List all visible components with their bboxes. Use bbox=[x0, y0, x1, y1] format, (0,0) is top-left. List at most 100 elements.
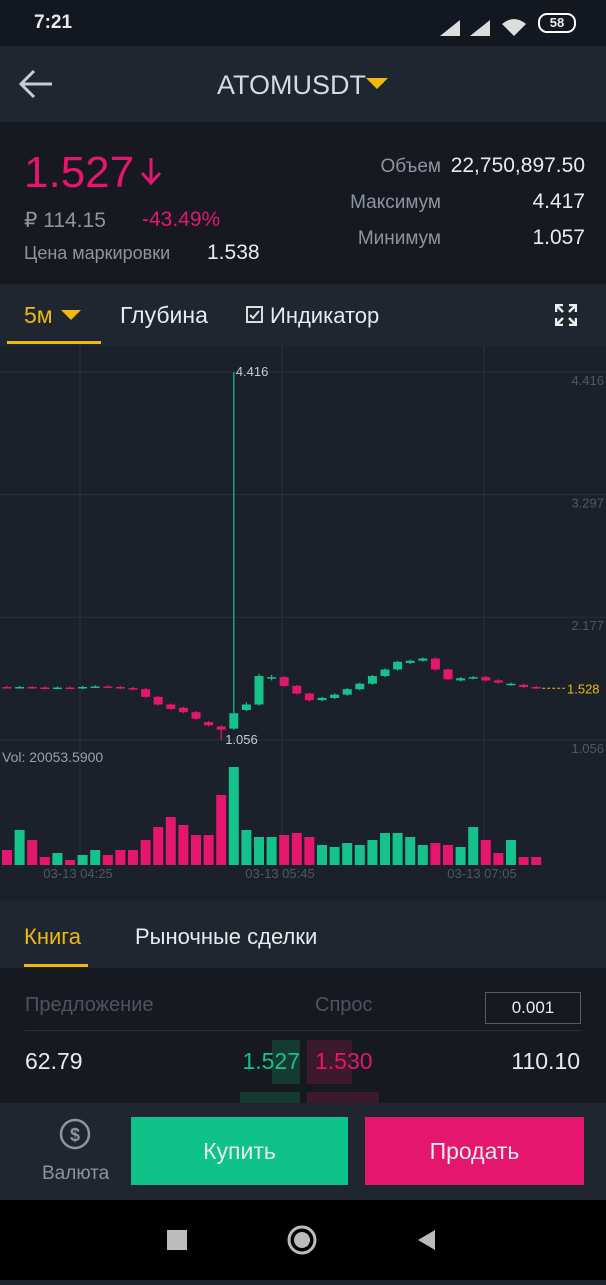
book-cell: 110.10 bbox=[511, 1048, 580, 1074]
order-book: Предложение Спрос 0.001 62.79 1.527 1.530 1… bbox=[0, 968, 606, 1126]
back-button[interactable] bbox=[18, 68, 54, 100]
signal-icons bbox=[440, 19, 526, 36]
low: 1.057 bbox=[532, 226, 585, 249]
volume-bar bbox=[153, 827, 164, 865]
volume-bar bbox=[493, 853, 504, 865]
candle-body bbox=[430, 658, 440, 670]
candle-body bbox=[254, 676, 264, 705]
volume-bar bbox=[191, 835, 201, 865]
volume-bar bbox=[317, 845, 327, 865]
last-price: 1.527 bbox=[24, 148, 135, 197]
book-cell: 1.527 bbox=[242, 1048, 300, 1074]
volume-bar bbox=[329, 847, 340, 865]
candle-body bbox=[2, 686, 12, 689]
candlestick-chart: 03-13 04:25 03-13 05:45 03-13 07:05 Vol:… bbox=[0, 346, 606, 881]
candle-body bbox=[405, 660, 415, 663]
volume-bar bbox=[203, 835, 214, 865]
candle-body bbox=[330, 694, 340, 698]
candle-body bbox=[443, 669, 453, 680]
clock: 7:21 bbox=[34, 12, 73, 33]
candle-body bbox=[78, 686, 88, 689]
change: -43.49% bbox=[142, 208, 221, 231]
pair-title[interactable]: ATOMUSDT bbox=[217, 70, 367, 100]
candle-body bbox=[178, 707, 188, 713]
x-label: 03-13 07:05 bbox=[447, 866, 516, 881]
candle-body bbox=[456, 678, 466, 681]
down-arrow bbox=[140, 158, 162, 186]
volume-bar bbox=[480, 840, 491, 865]
candle-body bbox=[519, 684, 529, 687]
candle-body bbox=[153, 696, 163, 705]
volume-bar bbox=[531, 857, 542, 865]
buy-button[interactable]: Купить bbox=[131, 1117, 348, 1185]
sell-button[interactable]: Продать bbox=[365, 1117, 584, 1185]
dropdown-arrow bbox=[366, 78, 388, 89]
volume-bar bbox=[367, 840, 378, 865]
trades-tab[interactable]: Рыночные сделки bbox=[135, 924, 318, 949]
candle-body bbox=[204, 722, 214, 726]
volume-bar bbox=[291, 833, 302, 865]
candle-body bbox=[506, 683, 516, 686]
nav-buttons[interactable] bbox=[0, 1200, 606, 1280]
tab-underline bbox=[7, 341, 101, 344]
volume-bar bbox=[468, 827, 479, 865]
volume-bar bbox=[228, 767, 239, 865]
candle-body bbox=[393, 661, 403, 670]
candle-body bbox=[304, 693, 314, 701]
nav-bar bbox=[0, 1200, 606, 1280]
high-label: Максимум bbox=[350, 192, 441, 213]
candle-body bbox=[292, 685, 302, 694]
y-tick-label: 4.416 bbox=[571, 373, 604, 388]
status-bar: 7:21 58 bbox=[0, 0, 606, 46]
volume-bar bbox=[506, 840, 516, 865]
candle-body bbox=[355, 683, 365, 690]
indicator-tab[interactable]: Индикатор bbox=[270, 303, 380, 328]
candle-body bbox=[317, 697, 327, 701]
tab-underline bbox=[24, 964, 88, 967]
volume-bar bbox=[216, 795, 227, 865]
precision-select[interactable]: 0.001 bbox=[485, 992, 581, 1024]
candle-body bbox=[90, 686, 100, 688]
volume-bar bbox=[27, 840, 38, 865]
indicator-icon bbox=[246, 306, 263, 323]
volume-bar bbox=[392, 833, 403, 865]
volume-bar bbox=[140, 840, 151, 865]
fullscreen-button[interactable] bbox=[555, 304, 577, 326]
candle-body bbox=[216, 726, 226, 730]
low-annotation: 1.056 bbox=[225, 732, 258, 747]
volume-bar bbox=[102, 855, 113, 865]
volume-bar bbox=[254, 837, 264, 865]
x-label: 03-13 04:25 bbox=[43, 866, 112, 881]
depth-tab[interactable]: Глубина bbox=[120, 302, 208, 328]
volume-bar bbox=[342, 843, 353, 865]
volume-bar bbox=[2, 850, 12, 865]
volume-bar bbox=[354, 845, 365, 865]
high-annotation: 4.416 bbox=[236, 364, 269, 379]
high: 4.417 bbox=[532, 190, 585, 213]
volume-bar bbox=[14, 830, 25, 865]
interval-tab[interactable]: 5м bbox=[24, 302, 53, 328]
volume-label: Объем bbox=[380, 156, 441, 177]
candle-body bbox=[229, 713, 239, 729]
volume-bar bbox=[128, 850, 138, 865]
volume-bar bbox=[165, 817, 176, 865]
header: ATOMUSDT bbox=[0, 46, 606, 122]
candle-body bbox=[367, 676, 377, 684]
currency-button[interactable]: Валюта bbox=[42, 1163, 110, 1184]
volume-bar bbox=[266, 837, 277, 865]
candle-body bbox=[166, 704, 176, 709]
candle-body bbox=[141, 689, 151, 697]
volume-bar bbox=[518, 857, 529, 865]
candle-body bbox=[128, 688, 138, 690]
y-tick-label: 3.297 bbox=[571, 496, 604, 511]
mark-label: Цена маркировки bbox=[24, 243, 171, 263]
candle-body bbox=[241, 704, 251, 710]
candle-body bbox=[493, 680, 503, 683]
candle-body bbox=[40, 687, 50, 690]
volume-bar bbox=[443, 845, 453, 865]
low-label: Минимум bbox=[357, 228, 441, 249]
mark-price: 1.538 bbox=[207, 241, 260, 264]
book-tab[interactable]: Книга bbox=[24, 924, 82, 949]
volume-bar bbox=[77, 855, 88, 865]
candle-body bbox=[65, 687, 75, 690]
